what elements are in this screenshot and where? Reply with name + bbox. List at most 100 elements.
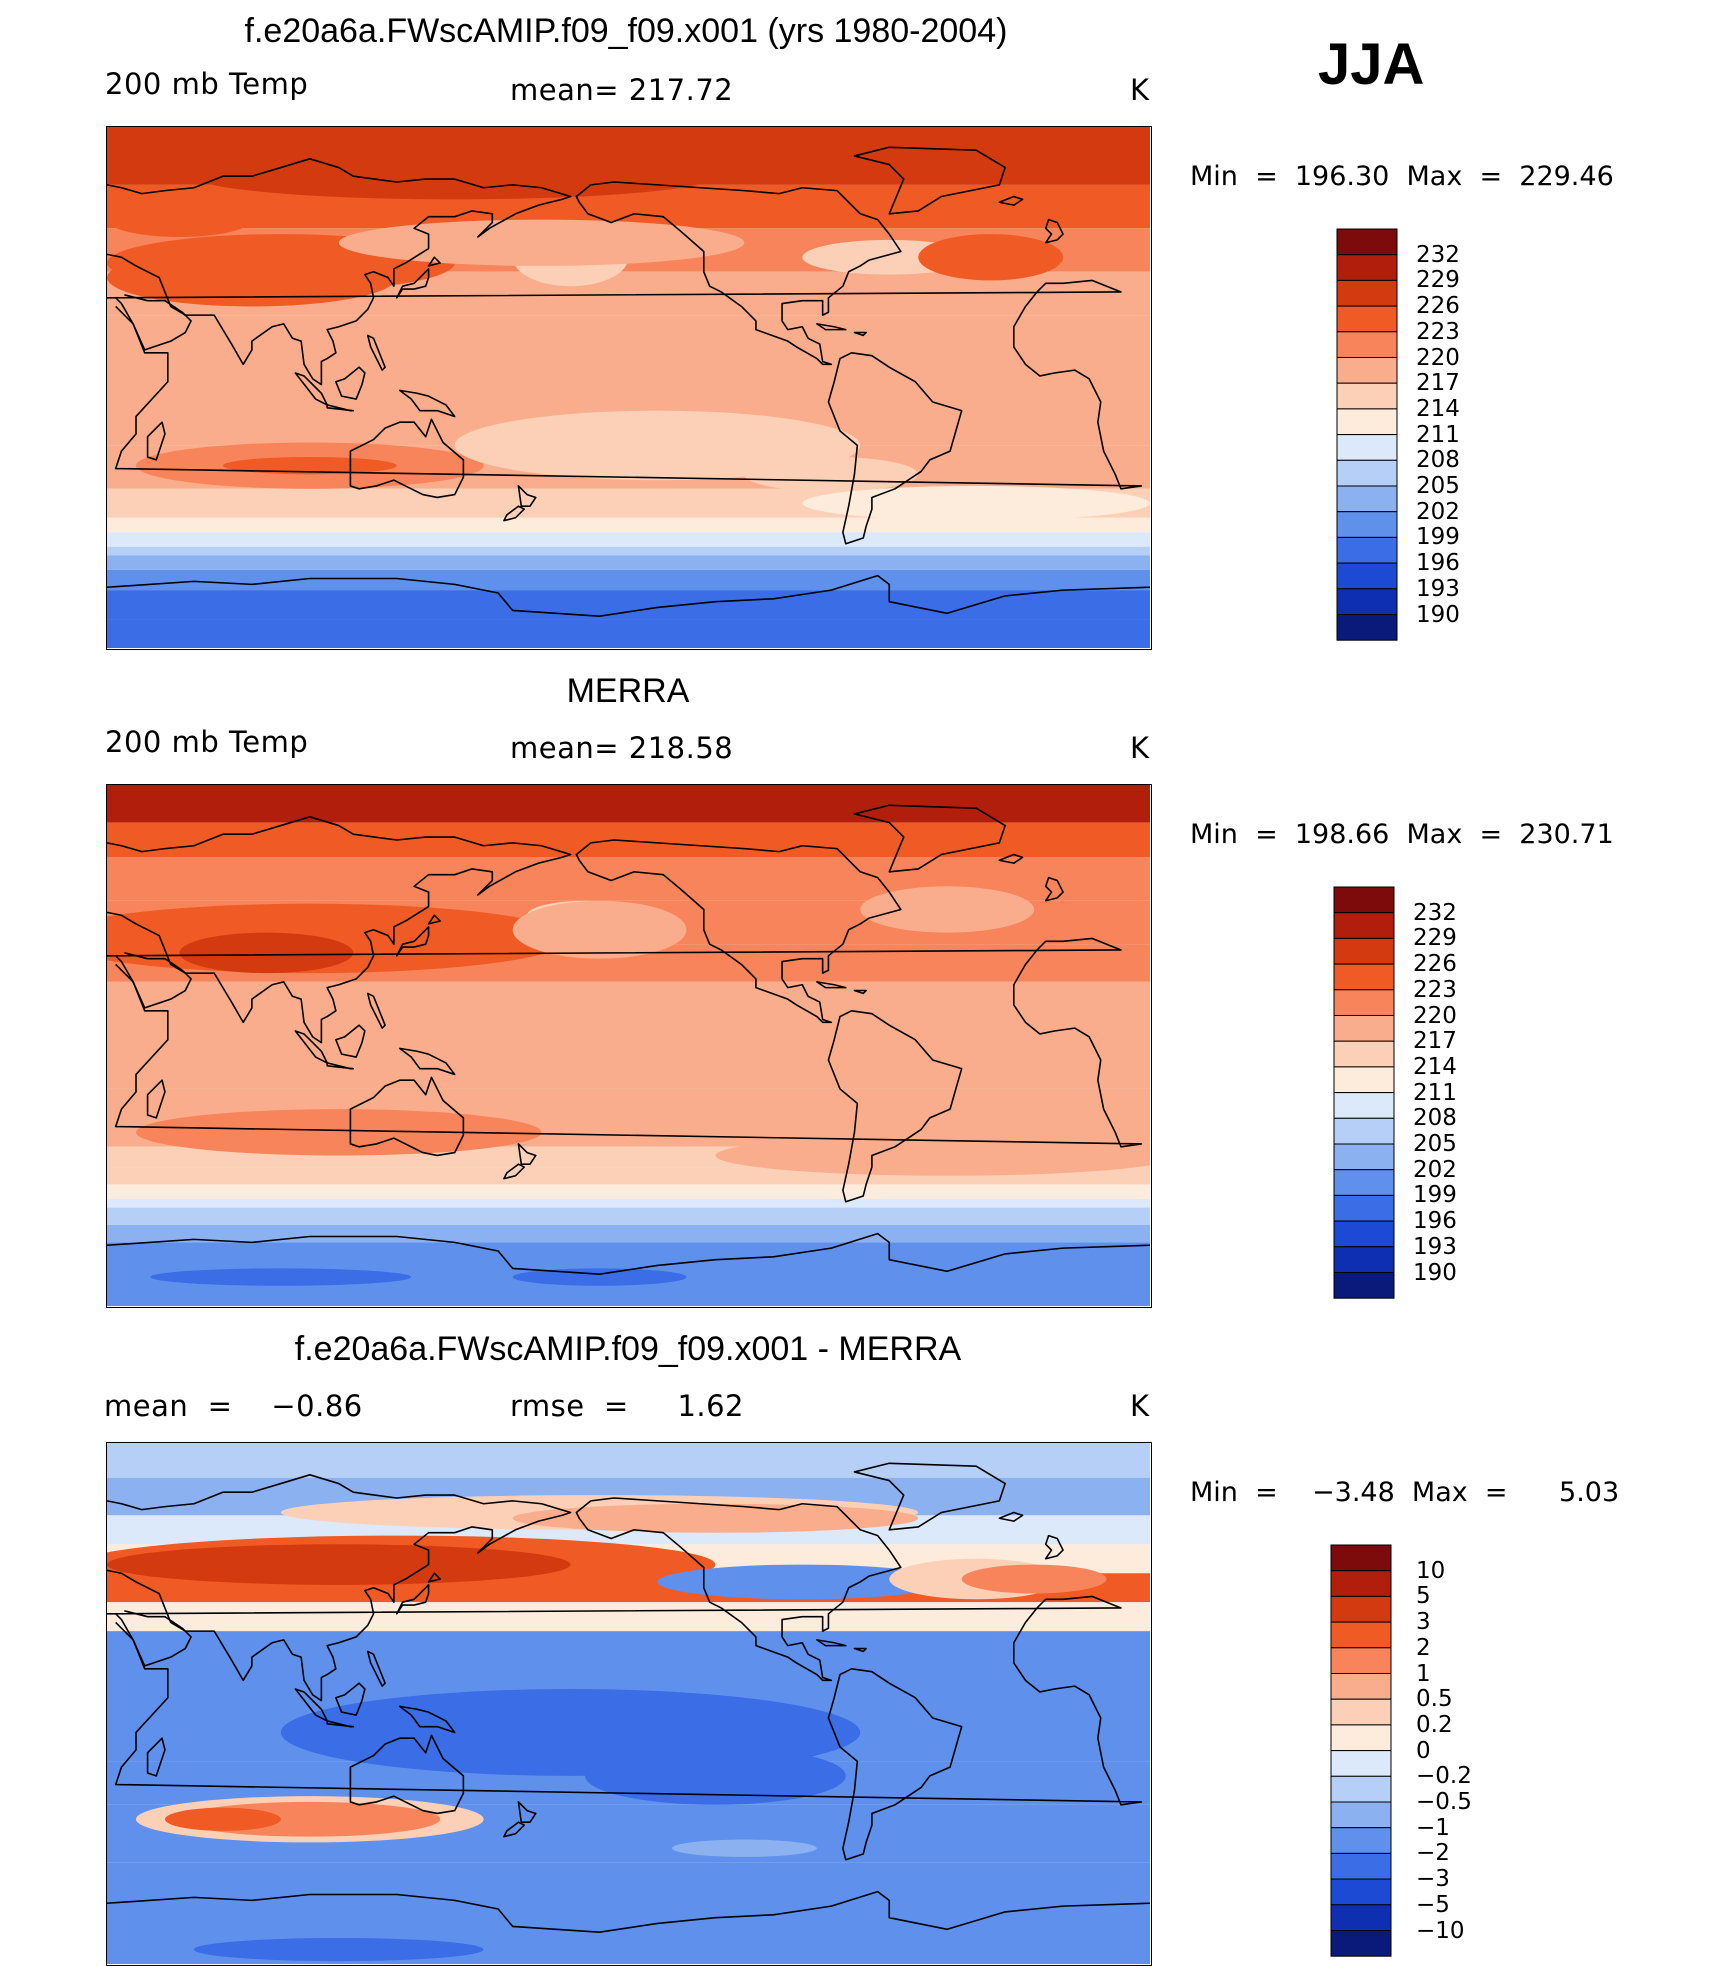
colorbar-tick-label: 211 [1413,1079,1457,1106]
colorbar-swatch [1330,1544,1392,1572]
colorbar-swatch [1330,1724,1392,1752]
panel-3-map [106,1442,1152,1966]
colorbar-tick-label: 190 [1416,601,1460,628]
colorbar-tick-label: 202 [1413,1156,1457,1183]
colorbar-tick-label: 0.5 [1416,1686,1453,1713]
colorbar-swatch [1336,459,1398,487]
colorbar-tick-label: 0.2 [1416,1711,1453,1738]
colorbar-swatch [1330,1647,1392,1675]
colorbar-tick-label: 223 [1413,976,1457,1003]
panel-1-field-label: 200 mb Temp [105,67,309,101]
colorbar-tick-label: 190 [1413,1259,1457,1286]
colorbar-swatch [1333,1092,1395,1119]
colorbar-swatch [1330,1595,1392,1623]
colorbar-tick-label: 226 [1416,293,1460,320]
colorbar-tick-label: 229 [1413,925,1457,952]
colorbar-tick-label: −0.5 [1416,1789,1472,1815]
colorbar-swatch [1333,1117,1395,1145]
contour-field [107,127,1150,648]
coastline [107,804,1150,1275]
colorbar-swatch [1336,331,1398,359]
colorbar-swatch [1336,536,1398,564]
colorbar-tick-label: 205 [1413,1131,1457,1157]
panel-2-units: K [1130,731,1150,765]
colorbar-tick-label: −10 [1416,1917,1465,1944]
colorbar-tick-label: 232 [1416,241,1460,268]
colorbar-tick-label: 214 [1413,1053,1457,1080]
colorbar-tick-label: 208 [1413,1105,1457,1132]
colorbar-tick-label: 205 [1416,473,1460,499]
colorbar-swatch [1333,912,1395,939]
colorbar-swatch [1330,1570,1392,1597]
colorbar-tick-label: 199 [1416,524,1460,551]
colorbar-swatch [1330,1698,1392,1726]
contour-field [107,785,1150,1306]
panel-1-map [106,126,1152,650]
panel-1-title: f.e20a6a.FWscAMIP.f09_f09.x001 (yrs 1980… [244,12,1008,50]
panel-1-minmax: Min = 196.30 Max = 229.46 [1190,161,1614,192]
colorbar-tick-label: −1 [1416,1814,1450,1841]
season-label: JJA [1318,32,1425,97]
colorbar-tick-label: 217 [1416,370,1460,397]
colorbar-tick-label: 220 [1416,344,1460,371]
colorbar-swatch [1333,963,1395,991]
panel-2-map [106,784,1152,1308]
coastline [107,146,1150,617]
colorbar-tick-label: 193 [1413,1233,1457,1260]
panel-2-mean: mean= 218.58 [510,731,734,765]
colorbar-tick-label: 232 [1413,899,1457,926]
colorbar-tick-label: 0 [1416,1737,1431,1764]
colorbar-swatch [1336,434,1398,461]
colorbar-tick-label: 214 [1416,395,1460,422]
colorbar-swatch [1333,1066,1395,1094]
coastline [107,1462,1150,1933]
colorbar-tick-label: 202 [1416,498,1460,525]
panel-2-title: MERRA [566,672,690,710]
colorbar-swatch [1333,1143,1395,1171]
colorbar-tick-label: −3 [1416,1866,1450,1893]
colorbar-swatch [1330,1930,1392,1957]
colorbar-tick-label: 211 [1416,421,1460,448]
colorbar-tick-label: 217 [1413,1028,1457,1055]
colorbar-swatch [1330,1904,1392,1931]
colorbar-tick-label: 2 [1416,1634,1431,1661]
panel-3-rmse: rmse = 1.62 [510,1389,745,1423]
colorbar-tick-label: 1 [1416,1660,1431,1687]
colorbar-tick-label: 223 [1416,318,1460,345]
contour-field [107,1443,1150,1964]
panel-3-title: f.e20a6a.FWscAMIP.f09_f09.x001 - MERRA [294,1330,962,1368]
colorbar-tick-label: 193 [1416,575,1460,602]
panel-3-mean: mean = −0.86 [104,1389,363,1423]
colorbar-swatch [1336,357,1398,384]
colorbar-swatch [1336,485,1398,513]
colorbar-swatch [1333,1220,1395,1248]
colorbar-swatch [1330,1750,1392,1777]
colorbar-tick-label: −5 [1416,1891,1450,1918]
colorbar-swatch [1336,588,1398,615]
colorbar-swatch [1330,1775,1392,1803]
colorbar-swatch [1330,1673,1392,1700]
colorbar-swatch [1336,382,1398,410]
colorbar-swatch [1333,1246,1395,1273]
colorbar-swatch [1336,614,1398,641]
colorbar-tick-label: 196 [1416,550,1460,577]
colorbar-tick-label: 10 [1416,1557,1446,1584]
colorbar-swatch [1333,937,1395,965]
colorbar-tick-label: 3 [1416,1609,1431,1636]
colorbar-tick-label: 229 [1416,267,1460,294]
colorbar-swatch [1333,1040,1395,1068]
panel-2-minmax: Min = 198.66 Max = 230.71 [1190,819,1614,850]
colorbar-swatch [1330,1827,1392,1854]
colorbar-swatch [1336,511,1398,538]
colorbar-swatch [1336,562,1398,590]
colorbar-swatch [1330,1801,1392,1829]
colorbar-swatch [1336,228,1398,256]
colorbar-tick-label: 196 [1413,1208,1457,1235]
colorbar-tick-label: −0.2 [1416,1763,1472,1790]
colorbar-tick-label: 220 [1413,1002,1457,1029]
colorbar-swatch [1330,1878,1392,1906]
colorbar-tick-label: −2 [1416,1840,1450,1867]
colorbar-swatch [1333,1272,1395,1299]
colorbar-swatch [1333,1015,1395,1042]
colorbar-tick-label: 5 [1416,1583,1431,1610]
